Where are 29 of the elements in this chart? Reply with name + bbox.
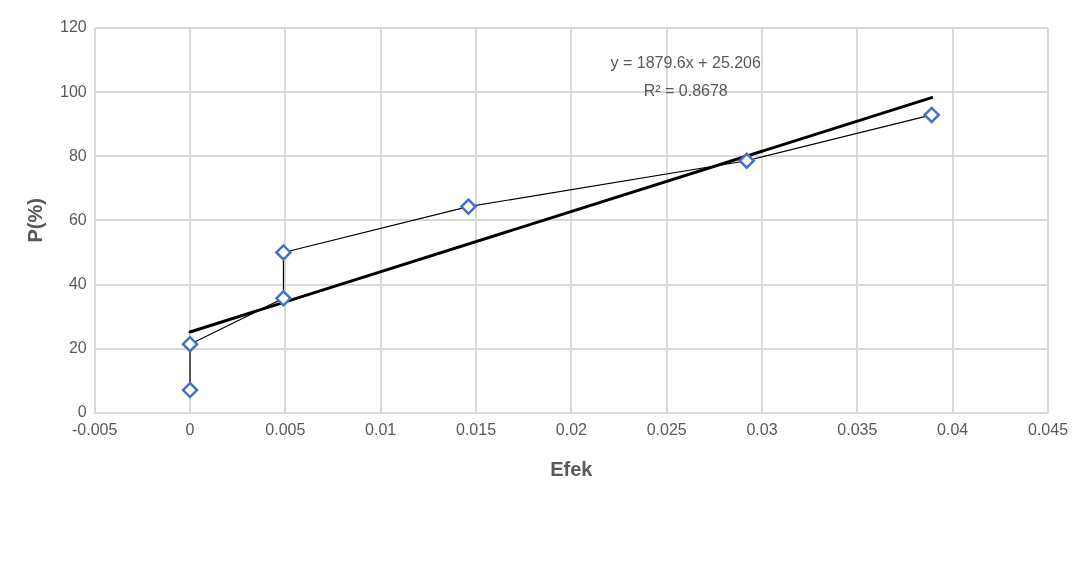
x-tick-label: 0.01 <box>365 420 397 438</box>
y-tick-label: 0 <box>77 403 87 421</box>
y-axis-title: P(%) <box>23 198 46 243</box>
x-tick-label: 0 <box>185 420 195 438</box>
x-tick-label: -0.005 <box>72 420 118 438</box>
y-tick-label: 20 <box>68 339 87 357</box>
x-tick-label: 0.02 <box>555 420 588 438</box>
point <box>275 290 292 307</box>
y-tick-label: 80 <box>68 146 87 164</box>
y-tick-label: 40 <box>68 274 87 292</box>
y-tick-label: 60 <box>68 210 87 228</box>
x-tick-label: 0.005 <box>265 420 306 438</box>
x-tick-label: 0.025 <box>646 420 687 438</box>
x-tick-label: 0.045 <box>1027 420 1069 438</box>
x-tick-label: 0.015 <box>455 420 497 438</box>
x-tick-label: 0.03 <box>746 420 778 438</box>
x-tick-label: 0.04 <box>937 420 969 438</box>
y-tick-label: 120 <box>59 18 87 36</box>
point <box>181 381 199 399</box>
x-axis-title: Efek <box>550 457 594 480</box>
x-tick-label: 0.035 <box>837 420 878 438</box>
point <box>275 244 292 261</box>
y-tick-label: 100 <box>59 82 87 100</box>
point <box>460 198 477 215</box>
point <box>923 106 940 124</box>
annotation: y = 1879.6x + 25.206 <box>610 54 762 71</box>
point <box>738 152 756 170</box>
point <box>181 335 199 353</box>
annotation: R² = 0.8678 <box>643 82 728 99</box>
